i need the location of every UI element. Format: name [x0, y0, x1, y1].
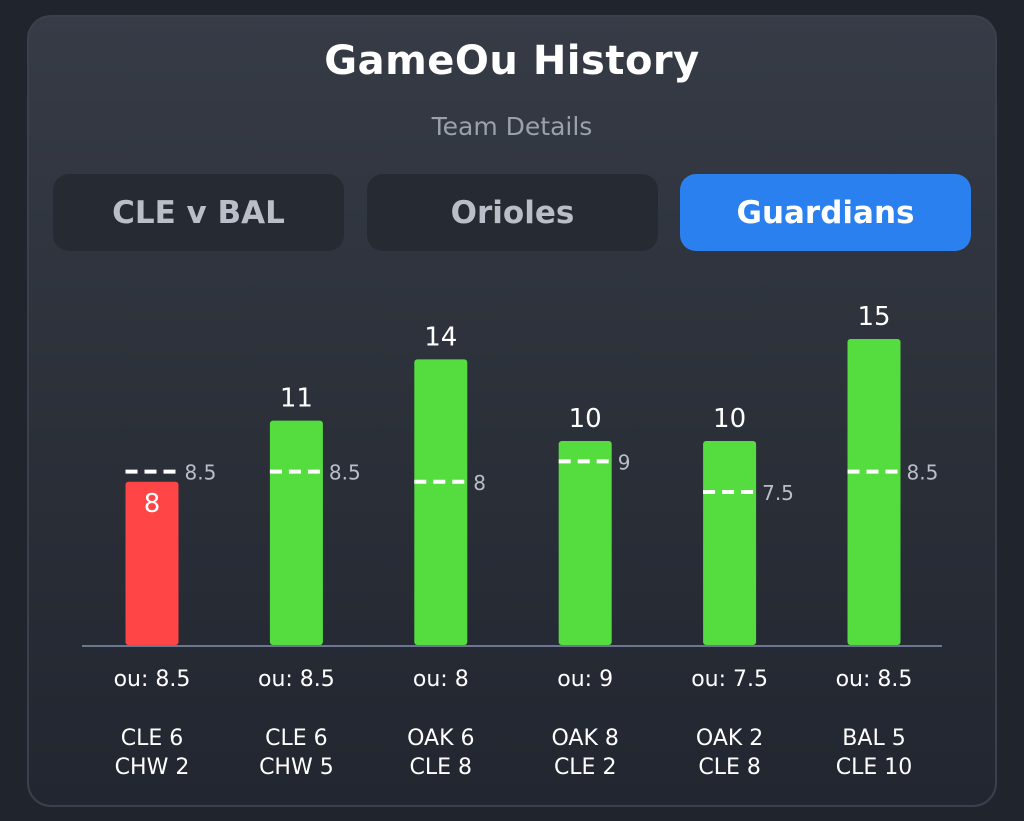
ou-line-label: 8.5 — [329, 461, 361, 485]
score-line-2: CLE 8 — [698, 755, 761, 780]
history-card — [27, 15, 997, 807]
ou-line-label: 7.5 — [762, 481, 794, 505]
score-line-2: CLE 2 — [554, 755, 617, 780]
bar-value-label: 10 — [713, 404, 746, 434]
ou-category-label: ou: 8 — [413, 667, 469, 692]
ou-category-label: ou: 8.5 — [114, 667, 191, 692]
score-line-1: BAL 5 — [842, 726, 905, 751]
score-line-2: CHW 5 — [259, 755, 334, 780]
score-line-1: OAK 6 — [407, 726, 474, 751]
ou-line-label: 8.5 — [185, 461, 217, 485]
chart-subtitle: Team Details — [431, 112, 593, 141]
bar — [269, 420, 323, 645]
score-line-2: CHW 2 — [115, 755, 190, 780]
score-line-1: OAK 8 — [551, 726, 618, 751]
bar-value-label: 11 — [280, 384, 313, 414]
score-line-2: CLE 10 — [836, 755, 913, 780]
bar — [125, 481, 179, 645]
tab-orioles[interactable]: Orioles — [367, 174, 658, 251]
score-line-2: CLE 8 — [410, 755, 473, 780]
score-line-1: CLE 6 — [121, 726, 184, 751]
ou-line-label: 8 — [473, 471, 486, 495]
bar-value-label: 14 — [424, 322, 457, 352]
bar-value-label: 10 — [569, 404, 602, 434]
ou-category-label: ou: 9 — [557, 667, 613, 692]
ou-category-label: ou: 7.5 — [691, 667, 768, 692]
ou-category-label: ou: 8.5 — [836, 667, 913, 692]
score-line-1: CLE 6 — [265, 726, 328, 751]
bar — [558, 441, 612, 645]
tab-matchup[interactable]: CLE v BAL — [53, 174, 344, 251]
score-line-1: OAK 2 — [696, 726, 763, 751]
bar — [703, 441, 757, 645]
bar-value-label: 15 — [857, 302, 890, 332]
chart-title: GameOu History — [324, 38, 700, 84]
tab-guardians[interactable]: Guardians — [680, 174, 971, 251]
bar-value-label: 8 — [144, 489, 161, 519]
ou-category-label: ou: 8.5 — [258, 667, 335, 692]
ou-line-label: 8.5 — [907, 461, 939, 485]
bar — [847, 339, 901, 645]
bar — [414, 359, 468, 645]
ou-line-label: 9 — [618, 450, 631, 474]
